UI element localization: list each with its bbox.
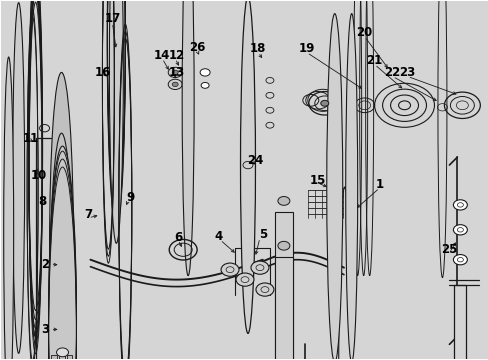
Text: 18: 18 bbox=[249, 42, 265, 55]
Circle shape bbox=[277, 197, 289, 205]
Bar bbox=[274, 212, 292, 360]
Circle shape bbox=[452, 255, 467, 265]
Bar bbox=[66, 355, 72, 360]
Polygon shape bbox=[195, 55, 215, 100]
Ellipse shape bbox=[13, 3, 24, 353]
Ellipse shape bbox=[240, 0, 255, 333]
Circle shape bbox=[277, 241, 289, 250]
Text: 7: 7 bbox=[84, 208, 92, 221]
Text: 5: 5 bbox=[258, 228, 266, 241]
Text: 15: 15 bbox=[309, 174, 325, 186]
Circle shape bbox=[168, 79, 182, 90]
Ellipse shape bbox=[182, 0, 194, 276]
Text: 22: 22 bbox=[384, 66, 400, 79]
Bar bbox=[50, 349, 74, 360]
Text: 9: 9 bbox=[126, 192, 134, 204]
Text: 16: 16 bbox=[94, 66, 110, 79]
Bar bbox=[253, 175, 484, 360]
Bar bbox=[59, 355, 64, 360]
Text: 11: 11 bbox=[22, 132, 39, 145]
Circle shape bbox=[250, 261, 268, 274]
Ellipse shape bbox=[49, 133, 73, 360]
Text: 17: 17 bbox=[104, 12, 120, 25]
Ellipse shape bbox=[326, 14, 342, 360]
Circle shape bbox=[200, 69, 210, 76]
Circle shape bbox=[172, 70, 178, 75]
Text: 4: 4 bbox=[214, 230, 222, 243]
Bar bbox=[36, 138, 53, 360]
Bar bbox=[453, 285, 466, 360]
Text: 6: 6 bbox=[174, 231, 182, 244]
Ellipse shape bbox=[4, 57, 14, 360]
Circle shape bbox=[236, 273, 253, 286]
Circle shape bbox=[172, 82, 178, 86]
Circle shape bbox=[57, 348, 68, 357]
Text: 2: 2 bbox=[41, 258, 49, 271]
Text: 24: 24 bbox=[246, 154, 263, 167]
Bar bbox=[50, 355, 57, 360]
Text: 13: 13 bbox=[169, 66, 185, 79]
Ellipse shape bbox=[48, 146, 76, 360]
Text: 3: 3 bbox=[41, 323, 49, 336]
Bar bbox=[299, 334, 428, 360]
Text: 21: 21 bbox=[366, 54, 382, 67]
Text: 10: 10 bbox=[30, 168, 47, 181]
Bar bbox=[274, 257, 292, 360]
Circle shape bbox=[168, 67, 182, 77]
Circle shape bbox=[452, 200, 467, 210]
Bar bbox=[155, 175, 220, 360]
Circle shape bbox=[201, 82, 209, 88]
Text: 14: 14 bbox=[154, 49, 170, 62]
Text: 8: 8 bbox=[39, 195, 47, 208]
Ellipse shape bbox=[109, 0, 123, 243]
Circle shape bbox=[452, 225, 467, 235]
Text: 25: 25 bbox=[440, 243, 457, 256]
Circle shape bbox=[255, 283, 273, 296]
Bar bbox=[161, 169, 214, 360]
Text: 12: 12 bbox=[169, 49, 185, 62]
Circle shape bbox=[221, 263, 239, 276]
Ellipse shape bbox=[345, 14, 357, 360]
Text: 1: 1 bbox=[375, 179, 383, 192]
Text: 19: 19 bbox=[298, 42, 314, 55]
Ellipse shape bbox=[49, 72, 73, 360]
Text: 23: 23 bbox=[399, 66, 415, 79]
Circle shape bbox=[320, 100, 328, 106]
Text: 26: 26 bbox=[188, 41, 205, 54]
Text: 20: 20 bbox=[356, 26, 372, 39]
